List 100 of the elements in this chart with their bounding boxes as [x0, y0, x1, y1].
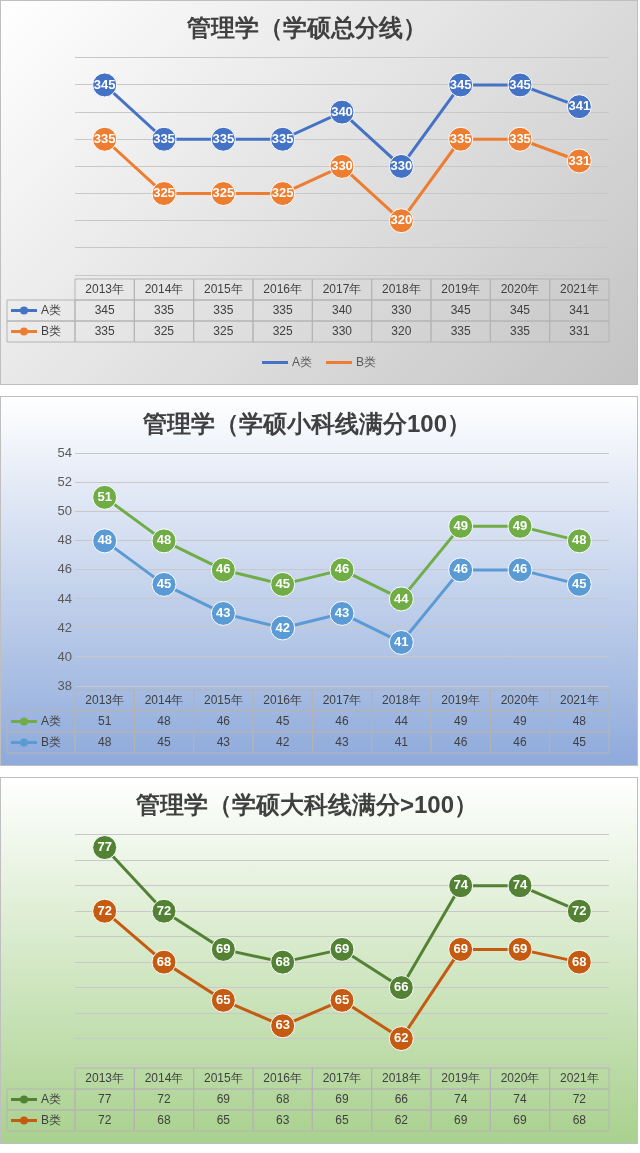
annotation: 65	[334, 991, 350, 1007]
x-tick-label: 2018年	[381, 692, 421, 707]
data-label: 74	[513, 1091, 527, 1106]
annotation: 335	[153, 130, 175, 146]
x-tick-label: 2016年	[263, 1070, 303, 1085]
data-label: 46	[453, 734, 468, 749]
x-tick-label: 2017年	[322, 692, 362, 707]
annotation: 49	[453, 517, 468, 533]
y-tick-label: 52	[57, 474, 72, 490]
data-label: 330	[391, 302, 412, 317]
data-label: 68	[157, 1112, 171, 1127]
x-tick-label: 2018年	[381, 1070, 421, 1085]
data-label: 330	[331, 323, 353, 338]
data-label: 48	[157, 713, 171, 728]
x-tick-label: 2020年	[500, 692, 540, 707]
data-label: 335	[94, 323, 115, 338]
y-tick-label: 50	[57, 503, 72, 519]
annotation: 48	[156, 532, 172, 548]
annotation: 68	[156, 953, 172, 969]
data-label: 45	[572, 734, 587, 749]
x-tick-label: 2020年	[500, 281, 540, 296]
y-tick-label: 44	[57, 590, 72, 606]
data-label: 74	[453, 1091, 468, 1106]
data-label: 325	[272, 323, 293, 338]
x-tick-label: 2016年	[263, 281, 303, 296]
y-tick-label: 42	[57, 619, 72, 635]
x-tick-label: 2013年	[85, 692, 125, 707]
annotation: 74	[512, 877, 528, 893]
annotation: 65	[216, 991, 231, 1007]
legend-label: B类	[41, 734, 62, 749]
data-label: 62	[394, 1112, 409, 1127]
annotation: 325	[212, 185, 235, 201]
data-label: 41	[394, 734, 409, 749]
annotation: 43	[334, 605, 350, 621]
annotation: 320	[390, 212, 413, 228]
annotation: 335	[509, 130, 531, 146]
data-label: 72	[97, 1112, 112, 1127]
annotation: 63	[275, 1017, 290, 1033]
data-label: 69	[216, 1091, 231, 1106]
annotation: 42	[275, 619, 290, 635]
y-tick-label: 40	[57, 648, 72, 664]
annotation: 45	[156, 575, 172, 591]
chart-title: 管理学（学硕小科线满分100）	[141, 410, 472, 438]
data-label: 77	[97, 1091, 112, 1106]
x-tick-label: 2015年	[203, 1070, 243, 1085]
annotation: 345	[449, 76, 472, 92]
annotation: 68	[572, 953, 587, 969]
annotation: 69	[216, 940, 231, 956]
x-tick-label: 2014年	[144, 1070, 184, 1085]
data-label: 325	[213, 323, 234, 338]
data-label: 345	[450, 302, 471, 317]
data-label: 320	[391, 323, 412, 338]
data-label: 69	[453, 1112, 468, 1127]
annotation: 68	[275, 953, 290, 969]
annotation: 46	[334, 561, 350, 577]
annotation: 48	[97, 532, 112, 548]
data-label: 335	[213, 302, 234, 317]
data-label: 65	[216, 1112, 231, 1127]
y-tick-label: 38	[57, 677, 72, 693]
x-tick-label: 2015年	[203, 692, 243, 707]
data-label: 51	[97, 713, 112, 728]
annotation: 72	[97, 902, 112, 918]
data-label: 68	[572, 1112, 587, 1127]
annotation: 335	[449, 130, 472, 146]
x-tick-label: 2019年	[441, 281, 481, 296]
annotation: 335	[212, 130, 235, 146]
x-tick-label: 2017年	[322, 1070, 362, 1085]
data-label: 340	[331, 302, 353, 317]
data-label: 335	[272, 302, 293, 317]
annotation: 331	[568, 152, 591, 168]
data-label: 46	[335, 713, 349, 728]
x-tick-label: 2021年	[559, 1070, 599, 1085]
annotation: 340	[331, 103, 353, 119]
data-label: 345	[94, 302, 115, 317]
x-tick-label: 2018年	[381, 281, 421, 296]
text: B类	[356, 355, 377, 369]
data-label: 48	[572, 713, 587, 728]
annotation: 43	[216, 605, 231, 621]
data-label: 49	[453, 713, 468, 728]
x-tick-label: 2020年	[500, 1070, 540, 1085]
data-label: 325	[153, 323, 175, 338]
data-label: 335	[509, 323, 531, 338]
data-label: 69	[513, 1112, 527, 1127]
annotation: 325	[153, 185, 175, 201]
annotation: 335	[93, 130, 116, 146]
y-tick-label: 48	[57, 532, 72, 548]
annotation: 46	[216, 561, 231, 577]
data-label: 46	[216, 713, 231, 728]
x-tick-label: 2019年	[441, 1070, 481, 1085]
annotation: 48	[572, 532, 587, 548]
annotation: 69	[334, 940, 350, 956]
data-label: 48	[97, 734, 112, 749]
data-label: 72	[572, 1091, 587, 1106]
data-label: 69	[335, 1091, 349, 1106]
annotation: 74	[453, 877, 469, 893]
annotation: 72	[572, 902, 587, 918]
legend-label: A类	[41, 713, 62, 728]
annotation: 46	[453, 561, 468, 577]
x-tick-label: 2014年	[144, 281, 184, 296]
data-label: 43	[216, 734, 231, 749]
